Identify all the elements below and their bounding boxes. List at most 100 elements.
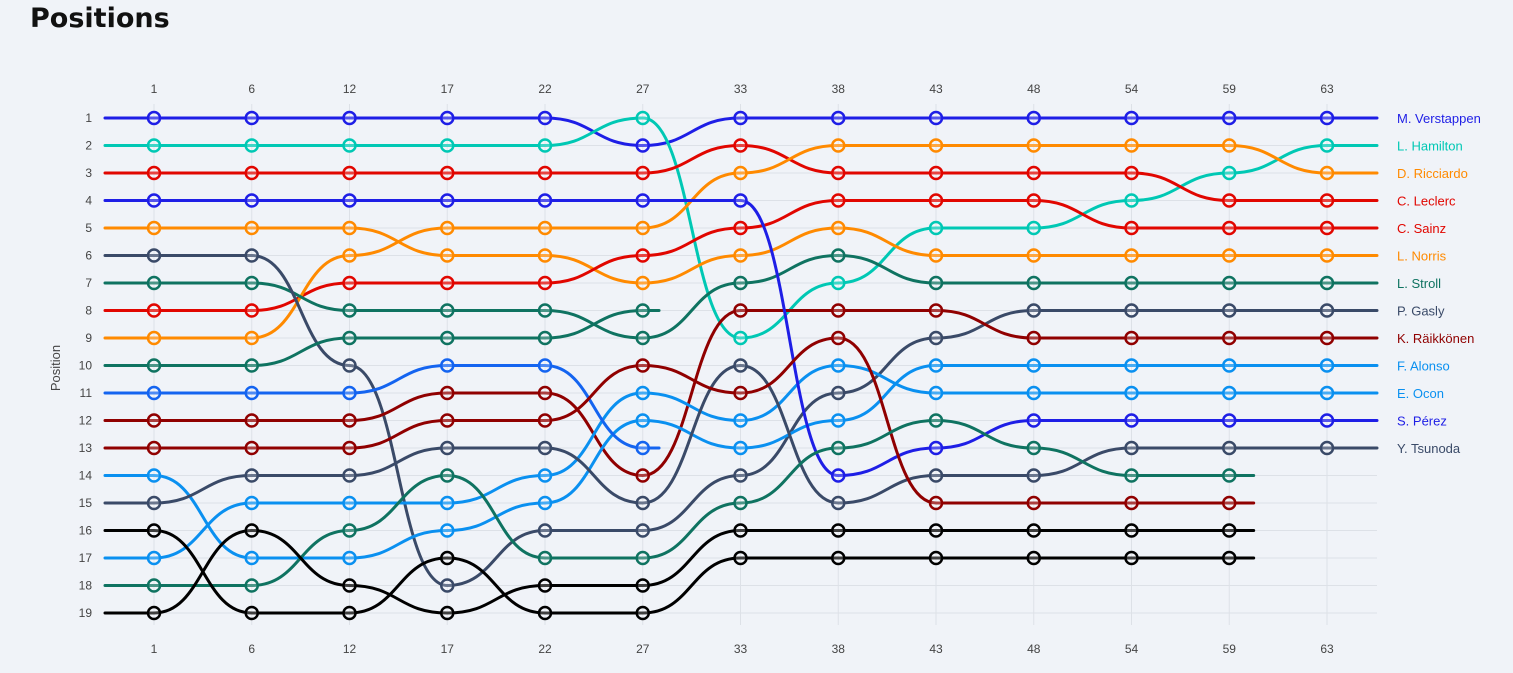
- series-point[interactable]: [928, 440, 944, 456]
- series-point[interactable]: [1124, 110, 1139, 126]
- series-point[interactable]: [733, 248, 748, 263]
- series-line[interactable]: [103, 116, 1379, 340]
- series-point[interactable]: [537, 605, 553, 621]
- series-line[interactable]: [103, 144, 1379, 203]
- series-point[interactable]: [342, 413, 357, 428]
- series-point[interactable]: [928, 358, 944, 373]
- series-point[interactable]: [635, 358, 650, 373]
- series-point[interactable]: [1026, 220, 1041, 236]
- series-point[interactable]: [440, 220, 455, 236]
- series-point[interactable]: [733, 138, 748, 153]
- series-point[interactable]: [831, 385, 846, 401]
- series-point[interactable]: [440, 330, 455, 346]
- series-point[interactable]: [1124, 275, 1139, 291]
- series-point[interactable]: [831, 523, 846, 538]
- series-point[interactable]: [440, 605, 455, 621]
- series-point[interactable]: [1124, 495, 1139, 511]
- series-point[interactable]: [733, 193, 748, 208]
- series-point[interactable]: [733, 468, 748, 483]
- series-point[interactable]: [1319, 248, 1335, 263]
- series-point[interactable]: [733, 550, 748, 566]
- series-point[interactable]: [1222, 330, 1237, 346]
- series-point[interactable]: [733, 385, 748, 401]
- series-point[interactable]: [537, 523, 553, 538]
- series-point[interactable]: [1222, 550, 1237, 566]
- series-point[interactable]: [146, 468, 162, 483]
- series-point[interactable]: [1319, 358, 1335, 373]
- series-point[interactable]: [1026, 165, 1041, 181]
- series-point[interactable]: [635, 523, 650, 538]
- series-point[interactable]: [928, 303, 944, 318]
- series-point[interactable]: [733, 330, 748, 346]
- series-point[interactable]: [146, 550, 162, 566]
- series-point[interactable]: [1026, 495, 1041, 511]
- series-point[interactable]: [928, 385, 944, 401]
- series-point[interactable]: [537, 440, 553, 456]
- series-point[interactable]: [146, 385, 162, 401]
- series-line[interactable]: [103, 198, 1379, 313]
- series-point[interactable]: [928, 330, 944, 346]
- series-point[interactable]: [733, 165, 748, 181]
- legend-item[interactable]: K. Räikkönen: [1397, 331, 1474, 346]
- series-point[interactable]: [1124, 550, 1139, 566]
- series-point[interactable]: [635, 413, 650, 428]
- series-point[interactable]: [244, 248, 259, 263]
- legend-item[interactable]: L. Hamilton: [1397, 139, 1463, 154]
- series-point[interactable]: [537, 275, 553, 291]
- series-point[interactable]: [1319, 275, 1335, 291]
- series-point[interactable]: [928, 550, 944, 566]
- series-line[interactable]: [103, 419, 1256, 588]
- series-point[interactable]: [537, 193, 553, 208]
- series-point[interactable]: [342, 275, 357, 291]
- legend-item[interactable]: C. Sainz: [1397, 221, 1446, 236]
- series-line[interactable]: [103, 363, 661, 450]
- series-point[interactable]: [440, 385, 455, 401]
- series-point[interactable]: [440, 578, 455, 593]
- series-point[interactable]: [342, 330, 357, 346]
- series-point[interactable]: [831, 275, 846, 291]
- series-point[interactable]: [440, 468, 455, 483]
- series-point[interactable]: [1222, 385, 1237, 401]
- series-point[interactable]: [244, 138, 259, 153]
- series-point[interactable]: [146, 605, 162, 621]
- series-point[interactable]: [244, 578, 259, 593]
- series-point[interactable]: [1319, 220, 1335, 236]
- series-point[interactable]: [537, 220, 553, 236]
- series-point[interactable]: [1124, 193, 1139, 208]
- series-point[interactable]: [1222, 523, 1237, 538]
- series-point[interactable]: [635, 605, 650, 621]
- series-point[interactable]: [146, 495, 162, 511]
- series-point[interactable]: [733, 495, 748, 511]
- series-point[interactable]: [1026, 523, 1041, 538]
- series-point[interactable]: [146, 358, 162, 373]
- series-point[interactable]: [244, 495, 259, 511]
- series-point[interactable]: [635, 550, 650, 566]
- series-point[interactable]: [1124, 303, 1139, 318]
- series-line[interactable]: [103, 336, 1256, 505]
- series-point[interactable]: [342, 523, 357, 538]
- series-point[interactable]: [537, 165, 553, 181]
- series-point[interactable]: [635, 165, 650, 181]
- series-point[interactable]: [831, 495, 846, 511]
- series-point[interactable]: [928, 220, 944, 236]
- series-point[interactable]: [244, 275, 259, 291]
- series-point[interactable]: [342, 165, 357, 181]
- series-point[interactable]: [537, 413, 553, 428]
- series-point[interactable]: [1222, 440, 1237, 456]
- series-point[interactable]: [1124, 248, 1139, 263]
- series-point[interactable]: [146, 110, 162, 126]
- series-point[interactable]: [146, 523, 162, 538]
- series-point[interactable]: [1026, 550, 1041, 566]
- series-point[interactable]: [733, 413, 748, 428]
- series-point[interactable]: [146, 138, 162, 153]
- series-point[interactable]: [928, 468, 944, 483]
- legend-item[interactable]: E. Ocon: [1397, 386, 1444, 401]
- series-point[interactable]: [635, 138, 650, 153]
- series-point[interactable]: [1026, 138, 1041, 153]
- series-point[interactable]: [733, 275, 748, 291]
- series-point[interactable]: [440, 165, 455, 181]
- series-point[interactable]: [244, 303, 259, 318]
- series-point[interactable]: [244, 468, 259, 483]
- series-point[interactable]: [440, 550, 455, 566]
- series-point[interactable]: [1319, 110, 1335, 126]
